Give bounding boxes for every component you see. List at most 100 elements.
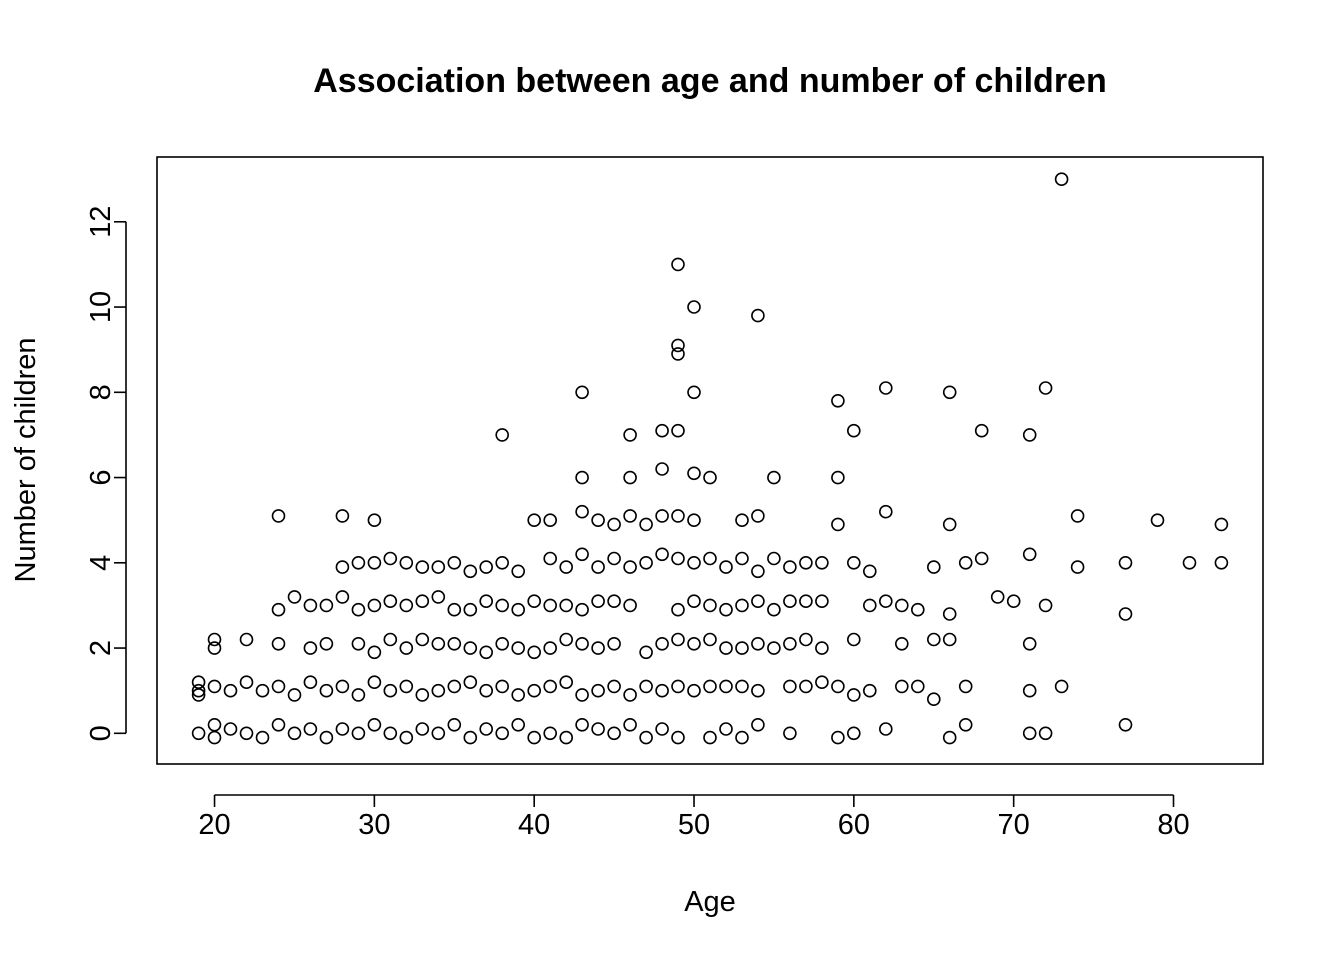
data-point: [447, 602, 462, 617]
data-point: [351, 688, 366, 702]
data-point: [527, 683, 542, 698]
data-point: [910, 679, 925, 694]
data-point: [831, 393, 845, 408]
data-point: [383, 594, 398, 609]
data-point: [527, 730, 542, 745]
data-point: [447, 636, 462, 651]
data-point: [687, 300, 701, 314]
data-point: [415, 594, 430, 609]
data-point: [846, 423, 861, 438]
data-point: [623, 428, 637, 442]
data-point: [431, 636, 446, 651]
data-point: [207, 679, 222, 694]
data-point: [783, 726, 797, 741]
data-point: [783, 679, 797, 694]
data-point: [383, 551, 398, 566]
data-point: [239, 632, 254, 647]
data-point: [655, 722, 669, 736]
data-point: [287, 726, 302, 741]
data-point: [846, 726, 861, 741]
data-point: [207, 641, 222, 655]
data-point: [862, 683, 877, 698]
data-point: [319, 636, 334, 651]
data-point: [367, 717, 382, 732]
data-point: [463, 675, 478, 690]
data-point: [559, 730, 574, 745]
data-point: [719, 641, 733, 655]
data-point: [783, 594, 797, 609]
data-point: [591, 594, 605, 609]
data-point: [319, 683, 334, 698]
data-point: [942, 517, 957, 532]
data-point: [303, 675, 318, 690]
data-point: [607, 551, 621, 566]
data-point: [815, 641, 829, 655]
data-point: [447, 555, 462, 570]
data-point: [335, 722, 350, 736]
data-point: [687, 683, 701, 698]
data-point: [1054, 679, 1069, 694]
data-point: [1022, 726, 1037, 741]
data-point: [511, 564, 526, 579]
data-point: [543, 641, 558, 655]
data-point: [1022, 547, 1037, 562]
data-point: [958, 717, 973, 732]
data-point: [655, 683, 669, 698]
data-point: [735, 513, 749, 528]
data-point: [1038, 726, 1053, 741]
data-point: [831, 470, 845, 485]
data-point: [1022, 428, 1037, 442]
data-point: [1054, 172, 1069, 186]
data-point: [878, 594, 893, 609]
data-point: [287, 590, 302, 604]
data-point: [575, 688, 589, 702]
data-point: [271, 509, 286, 523]
data-point: [399, 555, 414, 570]
data-point: [639, 645, 653, 660]
data-point: [974, 423, 989, 438]
data-point: [607, 679, 621, 694]
data-point: [799, 679, 813, 694]
data-point: [655, 509, 669, 523]
data-point: [319, 598, 334, 613]
data-point: [1038, 381, 1053, 395]
data-point: [1038, 598, 1053, 613]
data-point: [495, 726, 510, 741]
data-point: [799, 632, 813, 647]
data-point: [831, 517, 845, 532]
data-point: [926, 632, 941, 647]
data-point: [655, 547, 669, 562]
x-tick-label: 70: [998, 809, 1030, 841]
data-point: [815, 555, 829, 570]
y-tick-label: 12: [85, 206, 117, 238]
data-point: [687, 513, 701, 528]
data-point: [527, 594, 542, 609]
data-point: [703, 632, 717, 647]
y-axis-label: Number of children: [10, 338, 42, 583]
data-point: [639, 555, 653, 570]
data-point: [543, 679, 558, 694]
data-point: [511, 717, 526, 732]
data-point: [846, 555, 861, 570]
data-point: [191, 726, 206, 741]
x-axis-label: Age: [684, 886, 736, 918]
data-point: [655, 636, 669, 651]
data-point: [878, 504, 893, 519]
data-point: [511, 641, 526, 655]
data-point: [559, 632, 574, 647]
data-point: [1006, 594, 1021, 609]
data-point: [479, 560, 494, 574]
data-point: [751, 717, 765, 732]
data-point: [207, 717, 222, 732]
data-point: [862, 598, 877, 613]
data-point: [351, 726, 366, 741]
data-point: [878, 381, 893, 395]
data-point: [495, 428, 510, 442]
data-point: [671, 338, 685, 353]
data-point: [223, 722, 238, 736]
data-point: [287, 688, 302, 702]
plot-area: [156, 156, 1264, 765]
data-point: [1118, 717, 1133, 732]
data-point: [415, 560, 430, 574]
